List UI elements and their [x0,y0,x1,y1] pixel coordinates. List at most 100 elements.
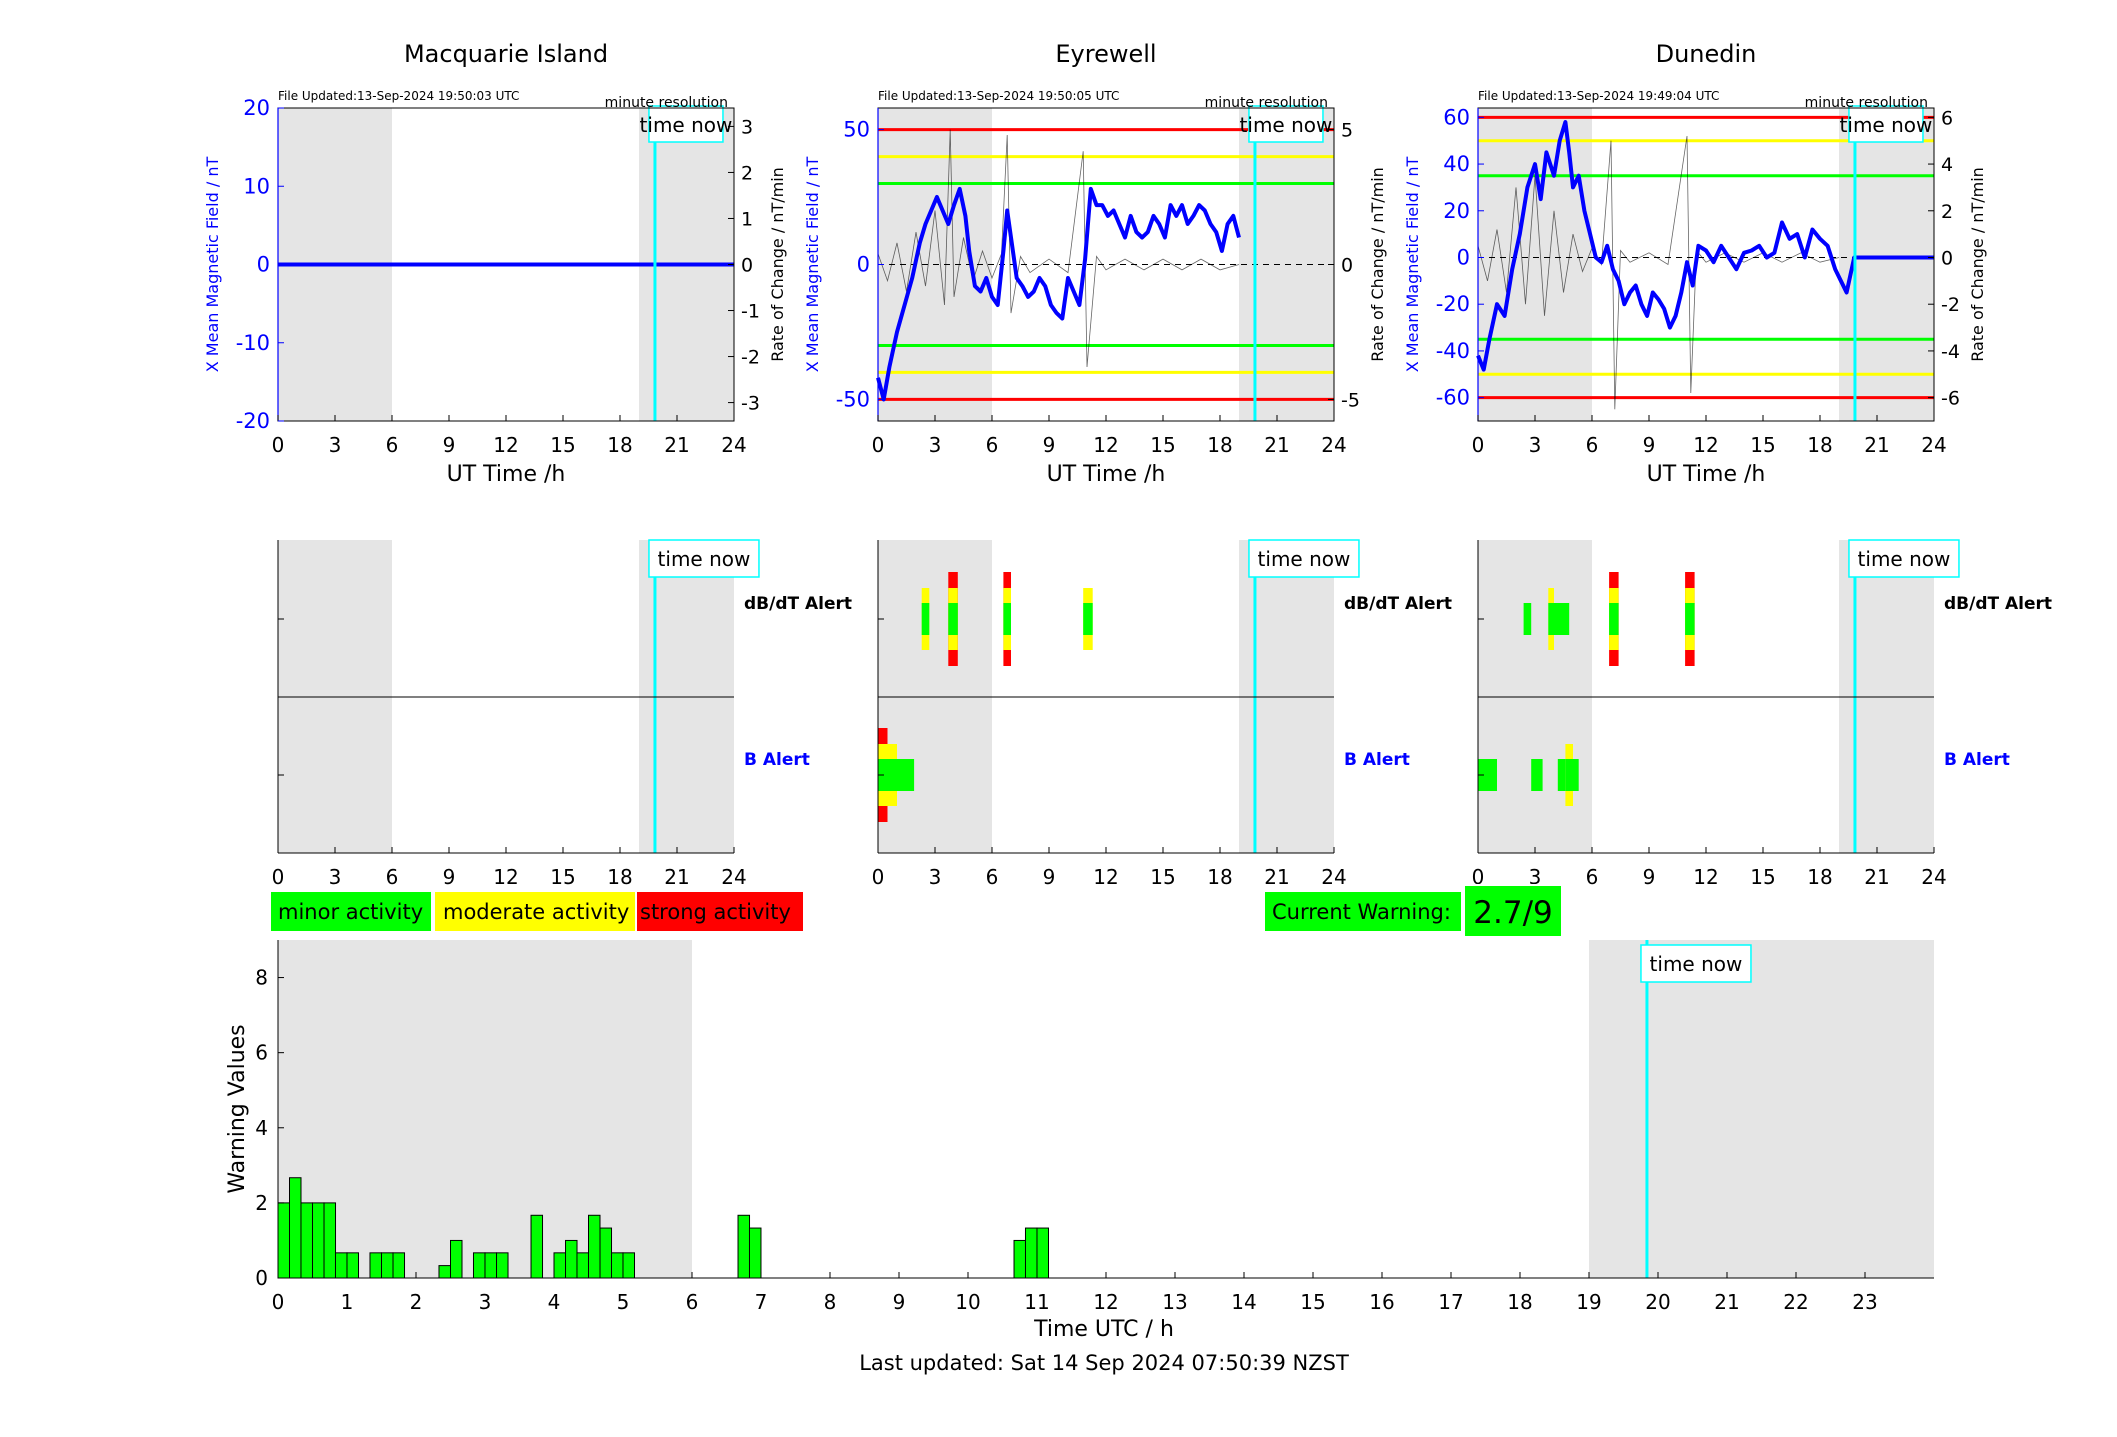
x-tick-label: 3 [1529,865,1542,889]
warning-bar [450,1239,463,1279]
time-now-label: time now [658,547,751,571]
warning-bar [496,1252,509,1279]
time-now-box [1848,539,1960,578]
alert-block-level-1 [1609,603,1619,635]
x-tick-label: 2 [410,1290,423,1314]
x-tick-label: 3 [929,865,942,889]
x-tick-label: 12 [493,865,518,889]
alert-block-level-1 [921,603,930,635]
x-axis-label: UT Time /h [1047,462,1166,487]
x-tick-label: 18 [1507,1290,1532,1314]
warning-bar [346,1252,360,1279]
x-tick-label: 15 [1750,433,1775,457]
row-label-db-dt-alert: dB/dT Alert [1944,594,2052,614]
footer-last-updated: Last updated: Sat 14 Sep 2024 07:50:39 N… [859,1351,1349,1375]
legend-label-minor: minor activity [278,900,423,924]
x-tick-label: 15 [1750,865,1775,889]
x-tick-label: 20 [1645,1290,1670,1314]
time-now-label: time now [1258,547,1351,571]
y-right-tick-label: -3 [741,393,760,415]
y-right-tick-label: -2 [1941,294,1960,316]
warning-bar [334,1252,348,1279]
x-tick-label: 9 [1643,865,1656,889]
x-tick-label: 8 [824,1290,837,1314]
y-right-tick-label: 0 [741,255,753,277]
warning-bar [300,1202,313,1279]
warning-bar [622,1252,636,1279]
x-tick-label: 5 [617,1290,630,1314]
x-axis-label: UT Time /h [1647,462,1766,487]
y-right-tick-label: -5 [1341,389,1360,411]
alert-block-level-1 [887,759,897,791]
x-tick-label: 21 [1864,433,1889,457]
x-tick-label: 18 [1207,865,1232,889]
warning-bar [381,1252,394,1279]
x-tick-label: 14 [1231,1290,1256,1314]
legend-label-moderate: moderate activity [443,900,629,924]
x-tick-label: 24 [721,865,746,889]
x-tick-label: 0 [1472,865,1485,889]
warning-bar [610,1252,624,1279]
warning-bar [438,1265,451,1279]
x-tick-label: 15 [1150,865,1175,889]
time-now-label: time now [1240,113,1333,137]
warning-bar [289,1177,302,1279]
time-now-box [1848,105,1924,143]
y-left-tick-label: -60 [1436,386,1470,410]
x-tick-label: 15 [1150,433,1175,457]
alert-block-level-1 [1557,759,1566,791]
time-now-label: time now [640,113,733,137]
warning-bar [323,1202,337,1279]
alert-panels: dB/dT Alert B Alert time now 0 3 6 9 12 15 18 21 24… [272,539,2052,889]
alert-block-level-1 [948,603,958,635]
y-left-tick-label: -40 [1436,339,1470,363]
row-label-b-alert: B Alert [1944,750,2010,770]
alert-block-level-1 [1565,759,1573,791]
x-tick-label: 21 [1264,865,1289,889]
warning-bar [748,1227,762,1279]
x-tick-label: 3 [479,1290,492,1314]
x-tick-label: 6 [986,433,999,457]
y-right-axis-label: Rate of Change / nT/min [1368,167,1387,362]
x-axis-label: Time UTC / h [1033,1317,1174,1342]
y-right-axis-label: Rate of Change / nT/min [768,167,787,362]
x-tick-label: 22 [1783,1290,1808,1314]
alert-block-level-1 [1523,603,1532,635]
y-right-tick-label: 0 [1941,247,1953,269]
current-warning-label-box [1263,890,1463,933]
y-left-axis-label: X Mean Magnetic Field / nT [1403,157,1422,373]
x-tick-label: 18 [1207,433,1232,457]
field-line [876,186,1241,402]
y-tick-label: 6 [255,1041,268,1065]
alert-block-level-1 [1003,603,1011,635]
warning-bar [553,1252,567,1279]
resolution-label: minute resolution [1205,95,1328,111]
warning-bar [392,1252,406,1279]
x-tick-label: 9 [1043,865,1056,889]
x-tick-label: 24 [1321,433,1346,457]
alert-block-level-1 [1531,759,1543,791]
y-left-tick-label: -20 [1436,292,1470,316]
night-shading [1589,940,1934,1278]
y-right-tick-label: -4 [1941,341,1960,363]
y-left-tick-label: -10 [236,331,270,355]
y-left-tick-label: -20 [236,409,270,433]
x-tick-label: 0 [272,865,285,889]
warning-bar [277,1202,291,1279]
time-now-box [648,539,760,578]
row-label-b-alert: B Alert [1344,750,1410,770]
warning-bar [1036,1227,1050,1279]
x-tick-label: 21 [664,433,689,457]
warning-bar [472,1252,486,1279]
station-title: Eyrewell [1055,40,1156,68]
y-left-axis-label: X Mean Magnetic Field / nT [803,157,822,373]
current-warning-value-box [1463,884,1563,938]
x-tick-label: 21 [664,865,689,889]
y-left-tick-label: 10 [243,174,270,198]
x-tick-label: 6 [386,433,399,457]
legend-swatch-moderate [433,890,637,933]
